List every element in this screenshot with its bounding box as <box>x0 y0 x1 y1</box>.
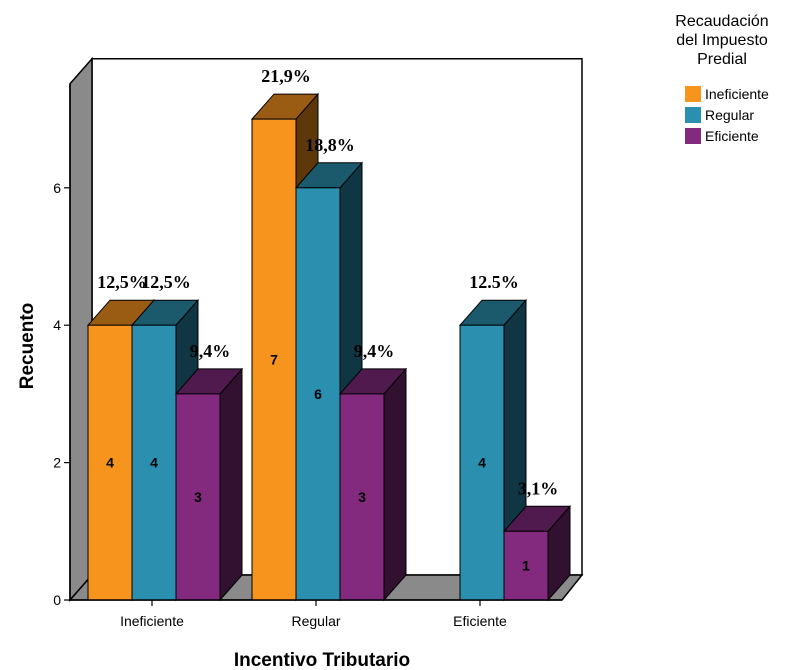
x-tick-label: Regular <box>291 613 340 629</box>
bar-value-label: 4 <box>150 455 158 471</box>
bar-percent-label: 21,9% <box>261 66 311 86</box>
bar: 1 3,1% <box>502 478 572 602</box>
legend: Recaudación del Impuesto Predial Ineficient… <box>675 13 769 144</box>
bar-value-label: 4 <box>478 455 486 471</box>
bar-percent-label: 9,4% <box>354 341 395 361</box>
bar-front <box>459 324 505 601</box>
bar-percent-label: 9,4% <box>190 341 231 361</box>
bar-value-label: 3 <box>194 489 202 505</box>
y-axis-title: Recuento <box>17 303 38 390</box>
legend-swatch <box>685 128 701 144</box>
bar-value-label: 7 <box>270 352 278 368</box>
legend-title: del Impuesto <box>676 32 768 49</box>
bar: 3 9,4% <box>338 341 408 602</box>
bar-percent-label: 12,5% <box>141 272 191 292</box>
bar-percent-label: 12,5% <box>97 272 147 292</box>
bar-percent-label: 18,8% <box>305 135 355 155</box>
y-tick-label: 0 <box>53 592 61 608</box>
bars: 4 12,5% 4 12,5% 3 9,4% 7 21,9% 6 18,8% 3 9,4% 4 12.5%… <box>86 66 572 602</box>
bar-percent-label: 3,1% <box>518 478 559 498</box>
bar-side <box>383 367 407 602</box>
y-tick-label: 6 <box>53 180 61 196</box>
legend-entry: Ineficiente <box>705 86 769 102</box>
y-axis: 0 2 4 6 <box>53 83 71 608</box>
bar-front <box>87 324 133 601</box>
bar-value-label: 6 <box>314 386 322 402</box>
bar-front <box>339 393 385 601</box>
bar-front <box>131 324 177 601</box>
x-tick-label: Ineficiente <box>120 613 184 629</box>
legend-swatch <box>685 86 701 102</box>
bar: 3 9,4% <box>174 341 244 602</box>
bar-side <box>219 367 243 602</box>
x-tick-label: Eficiente <box>453 613 507 629</box>
legend-title: Recaudación <box>675 13 768 30</box>
legend-entry: Eficiente <box>705 128 759 144</box>
bar-value-label: 4 <box>106 455 114 471</box>
legend-swatch <box>685 107 701 123</box>
bar-front <box>251 118 297 601</box>
bar-value-label: 1 <box>522 558 530 574</box>
x-axis-title: Incentivo Tributario <box>234 650 410 670</box>
bar-front <box>175 393 221 601</box>
bar-front <box>503 530 549 601</box>
bar: 4 12.5% <box>458 272 528 602</box>
bar-percent-label: 12.5% <box>469 272 519 292</box>
y-tick-label: 2 <box>53 455 61 471</box>
legend-title: Predial <box>697 51 747 68</box>
x-axis: Ineficiente Regular Eficiente <box>70 599 562 629</box>
legend-entry: Regular <box>705 107 754 123</box>
y-tick-label: 4 <box>53 317 61 333</box>
bar-value-label: 3 <box>358 489 366 505</box>
